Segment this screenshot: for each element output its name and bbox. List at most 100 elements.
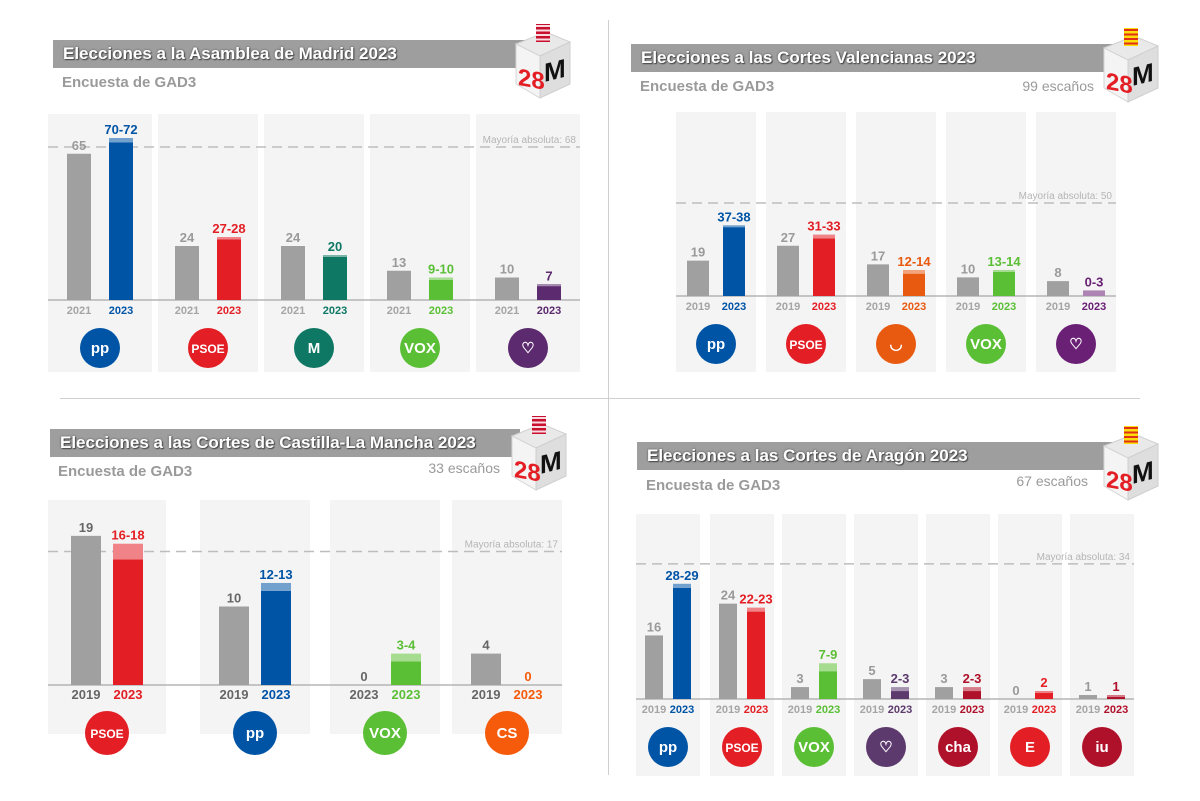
iu-logo bbox=[1082, 727, 1122, 767]
bar-estimate-cap bbox=[537, 284, 561, 287]
year-label-previous: 2021 bbox=[175, 305, 199, 317]
party-group-podemos: 10 7 2021 2023 ♡ bbox=[495, 262, 561, 368]
year-label-previous: 2019 bbox=[932, 704, 956, 716]
bar-estimate-low bbox=[109, 142, 133, 300]
bar-estimate-range bbox=[113, 543, 143, 560]
party-group-pp: 65 70-72 2021 2023 pp bbox=[67, 122, 138, 368]
pp-logo-text: pp bbox=[91, 340, 109, 357]
bar-estimate-label: 13-14 bbox=[987, 254, 1021, 269]
region-flag-icon bbox=[1124, 426, 1138, 444]
bar-estimate-low bbox=[217, 239, 241, 300]
seats-label: 33 escaños bbox=[428, 460, 500, 476]
vox-logo bbox=[794, 727, 834, 767]
cs-logo bbox=[485, 711, 529, 755]
bar-estimate-low bbox=[903, 273, 925, 296]
panel-subtitle: Encuesta de GAD3 bbox=[58, 463, 193, 480]
bar-estimate-low bbox=[1035, 691, 1053, 699]
vox-logo-text: VOX bbox=[404, 340, 436, 357]
region-flag-icon bbox=[1124, 28, 1138, 46]
panel-title: Elecciones a las Cortes de Aragón 2023 bbox=[637, 442, 1117, 470]
bar-previous-label: 3 bbox=[940, 671, 947, 686]
pp-logo bbox=[696, 324, 736, 364]
year-label-new: 2023 bbox=[392, 687, 421, 702]
bar-estimate-range bbox=[673, 583, 691, 588]
box-right-face bbox=[1127, 443, 1159, 501]
flag-stripe bbox=[532, 417, 546, 419]
party-group-comprom-s: 17 12-14 2019 2023 ◡ bbox=[866, 248, 931, 364]
year-label-new: 2023 bbox=[670, 704, 694, 716]
year-label-previous: 2021 bbox=[67, 305, 91, 317]
year-label-previous: 2019 bbox=[1076, 704, 1100, 716]
year-label-previous: 2019 bbox=[866, 301, 890, 313]
bar-estimate-label: 37-38 bbox=[717, 209, 750, 224]
badge-number: 28 bbox=[518, 64, 545, 95]
vox-logo-text: VOX bbox=[798, 739, 830, 756]
bar-previous bbox=[791, 687, 809, 699]
flag-stripe bbox=[532, 430, 546, 433]
bar-previous bbox=[867, 264, 889, 296]
podemos-logo-text: ♡ bbox=[521, 340, 534, 357]
psoe-logo-text: PSOE bbox=[725, 741, 758, 755]
year-label-previous: 2019 bbox=[788, 704, 812, 716]
podemos-logo-text: ♡ bbox=[879, 739, 892, 756]
badge-letter: M bbox=[540, 445, 562, 480]
bar-previous bbox=[1047, 281, 1069, 296]
pp-logo bbox=[80, 328, 120, 368]
bar-previous-label: 24 bbox=[286, 230, 301, 245]
bar-previous bbox=[175, 246, 199, 300]
party-group-teruel-existe: 0 2 2019 2023 E bbox=[1004, 675, 1056, 767]
bar-estimate-label: 0-3 bbox=[1085, 274, 1104, 289]
bar-estimate-label: 16-18 bbox=[111, 528, 144, 543]
bar-estimate-low bbox=[963, 691, 981, 699]
flag-stripe bbox=[536, 29, 550, 32]
year-label-new: 2023 bbox=[537, 305, 561, 317]
year-label-previous: 2019 bbox=[860, 704, 884, 716]
bar-previous-label: 3 bbox=[796, 671, 803, 686]
cha-logo-text: cha bbox=[945, 739, 972, 756]
bar-previous-label: 0 bbox=[1012, 683, 1019, 698]
bar-previous bbox=[687, 260, 709, 296]
bar-previous bbox=[67, 153, 91, 300]
bar-estimate-range bbox=[813, 234, 835, 239]
bar-estimate-label: 7 bbox=[545, 268, 552, 283]
bar-previous-label: 1 bbox=[1084, 679, 1091, 694]
badge-number: 28 bbox=[1106, 466, 1133, 497]
podemos-logo bbox=[1056, 324, 1096, 364]
year-label-new: 2023 bbox=[722, 301, 746, 313]
party-group-psoe: 19 16-18 2019 2023 PSOE bbox=[71, 520, 145, 755]
majority-label: Mayoría absoluta: 17 bbox=[465, 540, 559, 551]
party-group-psoe: 24 22-23 2019 2023 PSOE bbox=[716, 588, 773, 767]
bar-estimate-range bbox=[261, 582, 291, 591]
bar-previous-label: 8 bbox=[1054, 265, 1061, 280]
flag-stripe bbox=[532, 421, 546, 424]
party-group-podemos: 5 2-3 2019 2023 ♡ bbox=[860, 663, 912, 767]
bar-previous bbox=[495, 277, 519, 300]
party-group-cha: 3 2-3 2019 2023 cha bbox=[932, 671, 984, 767]
year-label-new: 2023 bbox=[1032, 704, 1056, 716]
year-label-previous: 2019 bbox=[1004, 704, 1028, 716]
bar-estimate-label: 0 bbox=[524, 669, 531, 684]
box-right-face bbox=[1127, 45, 1159, 103]
bar-previous bbox=[71, 535, 101, 685]
badge-letter: M bbox=[1132, 57, 1154, 92]
bar-estimate-range bbox=[963, 687, 981, 692]
bar-estimate-low bbox=[747, 611, 765, 699]
bar-estimate-range bbox=[429, 277, 453, 280]
panel-title: Elecciones a las Cortes Valencianas 2023 bbox=[631, 44, 1118, 72]
flag-stripe bbox=[1124, 427, 1138, 429]
psoe-logo-text: PSOE bbox=[789, 338, 822, 352]
year-label-previous: 2023 bbox=[350, 687, 379, 702]
psoe-logo bbox=[188, 328, 228, 368]
party-column-bg bbox=[452, 500, 562, 734]
bar-estimate-low bbox=[673, 587, 691, 699]
bar-previous-label: 13 bbox=[392, 255, 406, 270]
cha-logo bbox=[938, 727, 978, 767]
bar-previous-label: 24 bbox=[721, 588, 736, 603]
flag-stripe bbox=[1124, 436, 1138, 438]
teruel-existe-logo-text: E bbox=[1025, 739, 1035, 756]
pp-logo bbox=[233, 711, 277, 755]
year-label-previous: 2021 bbox=[495, 305, 519, 317]
bar-previous bbox=[719, 603, 737, 699]
year-label-new: 2023 bbox=[992, 301, 1016, 313]
